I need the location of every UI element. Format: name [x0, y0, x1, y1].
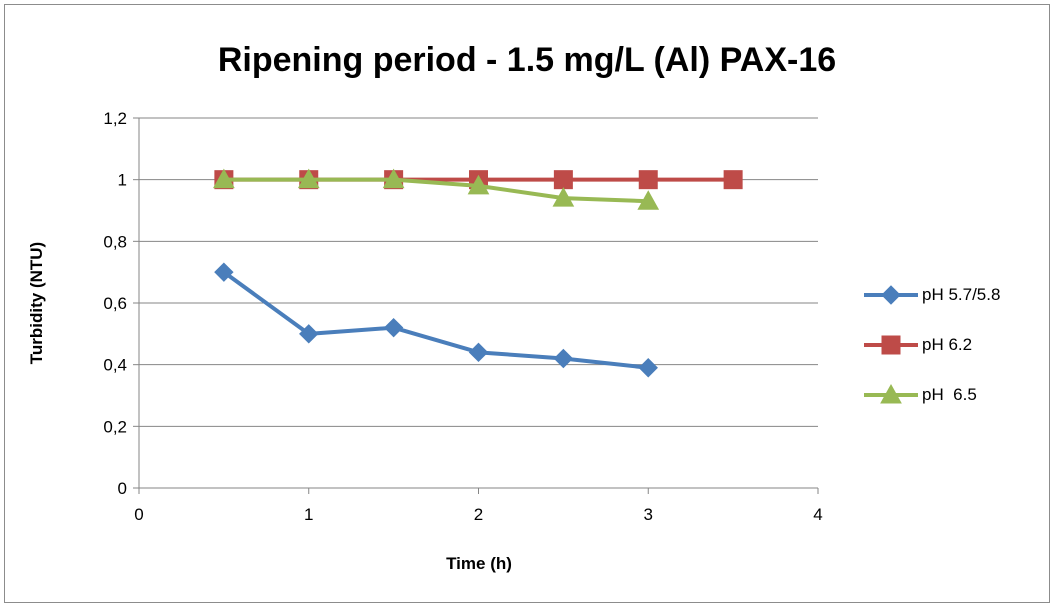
- legend-item: pH 6.2: [862, 332, 1000, 358]
- x-tick-label: 1: [304, 505, 313, 524]
- y-tick-label: 0,2: [103, 417, 127, 436]
- y-axis-title: Turbidity (NTU): [27, 242, 46, 364]
- legend-swatch: [864, 285, 918, 305]
- data-point: [638, 170, 658, 190]
- y-tick-label: 0: [118, 479, 127, 498]
- legend-marker: [881, 285, 901, 305]
- y-tick-label: 1: [118, 171, 127, 190]
- data-point: [638, 358, 658, 378]
- legend-swatch: [864, 335, 918, 355]
- gridlines: [139, 117, 818, 427]
- series-layer: [213, 168, 743, 378]
- legend-swatch: [864, 383, 918, 404]
- data-point: [553, 170, 573, 190]
- x-tick-label: 4: [813, 505, 822, 524]
- data-point: [723, 170, 743, 190]
- data-point: [553, 348, 574, 369]
- axes: [133, 117, 819, 494]
- y-tick-label: 1,2: [103, 109, 127, 128]
- data-point: [214, 262, 234, 282]
- data-point: [637, 190, 660, 210]
- data-point: [213, 168, 235, 189]
- y-tick-label: 0,8: [103, 232, 127, 251]
- legend-marker: [881, 335, 901, 355]
- x-tick-label: 0: [134, 505, 143, 524]
- legend: pH 5.7/5.8 pH 6.2 pH 6.5: [862, 282, 1000, 432]
- legend-item: pH 6.5: [862, 382, 1000, 408]
- data-point: [297, 168, 320, 189]
- data-point: [299, 324, 319, 344]
- y-tick-label: 0,4: [103, 356, 127, 375]
- x-tick-label: 2: [474, 505, 483, 524]
- tick-labels: 0 0,2 0,4 0,6 0,8 1 1,2 0 1 2 3 4: [103, 109, 822, 524]
- series-line: [223, 177, 649, 204]
- data-point: [552, 187, 575, 207]
- chart-title: Ripening period - 1.5 mg/L (Al) PAX-16: [217, 41, 837, 79]
- data-point: [382, 168, 405, 189]
- x-tick-label: 3: [644, 505, 653, 524]
- legend-item: pH 5.7/5.8: [862, 282, 1000, 308]
- legend-marker: [880, 383, 902, 404]
- data-point: [383, 317, 404, 338]
- x-axis-title: Time (h): [446, 554, 512, 573]
- series-3: [213, 168, 660, 210]
- series-line: [222, 270, 649, 370]
- y-tick-label: 0,6: [103, 294, 127, 313]
- legend-label: pH 6.5: [922, 385, 977, 404]
- data-point: [468, 342, 489, 363]
- data-point: [467, 174, 490, 195]
- series-1: [214, 262, 658, 378]
- legend-label: pH 5.7/5.8: [922, 285, 1001, 304]
- legend-label: pH 6.2: [922, 335, 973, 354]
